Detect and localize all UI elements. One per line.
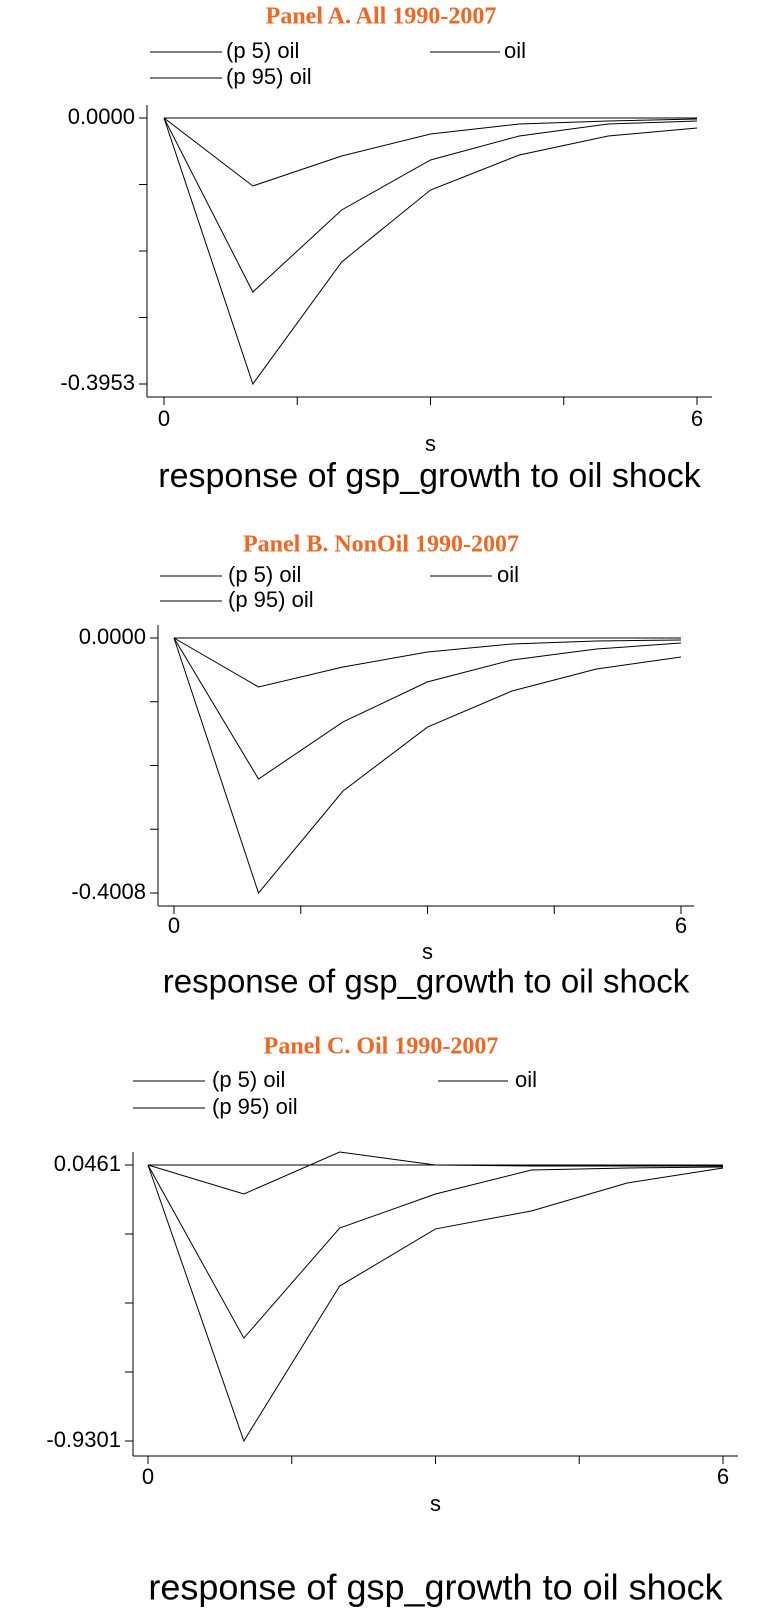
x-tick-label: 0	[168, 913, 180, 938]
legend-label: oil	[515, 1067, 537, 1092]
series-line	[173, 637, 682, 780]
series-line	[163, 117, 698, 293]
x-tick-label: 0	[158, 406, 170, 431]
series-line	[147, 1164, 724, 1339]
y-tick-label: -0.4008	[71, 879, 146, 904]
y-tick-label: 0.0000	[79, 624, 146, 649]
series-line	[163, 117, 698, 187]
x-tick-label: 6	[675, 913, 687, 938]
series-line	[173, 637, 682, 688]
x-axis-label: s	[422, 939, 433, 964]
x-axis-label: s	[430, 1491, 441, 1516]
legend-label: (p 95) oil	[226, 64, 312, 89]
y-tick-label: 0.0000	[68, 104, 135, 129]
x-tick-label: 0	[142, 1464, 154, 1489]
y-tick-label: -0.3953	[60, 370, 135, 395]
legend-label: oil	[497, 562, 519, 587]
caption: response of gsp_growth to oil shock	[158, 457, 701, 495]
y-tick-label: -0.9301	[46, 1427, 121, 1452]
legend-label: (p 5) oil	[228, 562, 301, 587]
panel-title: Panel C. Oil 1990-2007	[264, 1034, 499, 1060]
series-line	[173, 637, 682, 895]
series-line	[147, 1164, 724, 1443]
series-line	[147, 1151, 723, 1195]
series-line	[163, 117, 698, 386]
legend-label: (p 95) oil	[212, 1094, 298, 1119]
panel-title: Panel A. All 1990-2007	[266, 4, 497, 30]
x-tick-label: 6	[691, 406, 703, 431]
y-tick-label: 0.0461	[54, 1151, 121, 1176]
panel-title: Panel B. NonOil 1990-2007	[243, 532, 519, 558]
legend-label: (p 5) oil	[212, 1067, 285, 1092]
caption: response of gsp_growth to oil shock	[148, 1567, 723, 1608]
x-tick-label: 6	[717, 1464, 729, 1489]
legend-label: (p 95) oil	[228, 587, 314, 612]
legend-label: (p 5) oil	[226, 38, 299, 63]
legend-label: oil	[504, 38, 526, 63]
x-axis-label: s	[425, 431, 436, 456]
caption: response of gsp_growth to oil shock	[163, 963, 690, 1000]
